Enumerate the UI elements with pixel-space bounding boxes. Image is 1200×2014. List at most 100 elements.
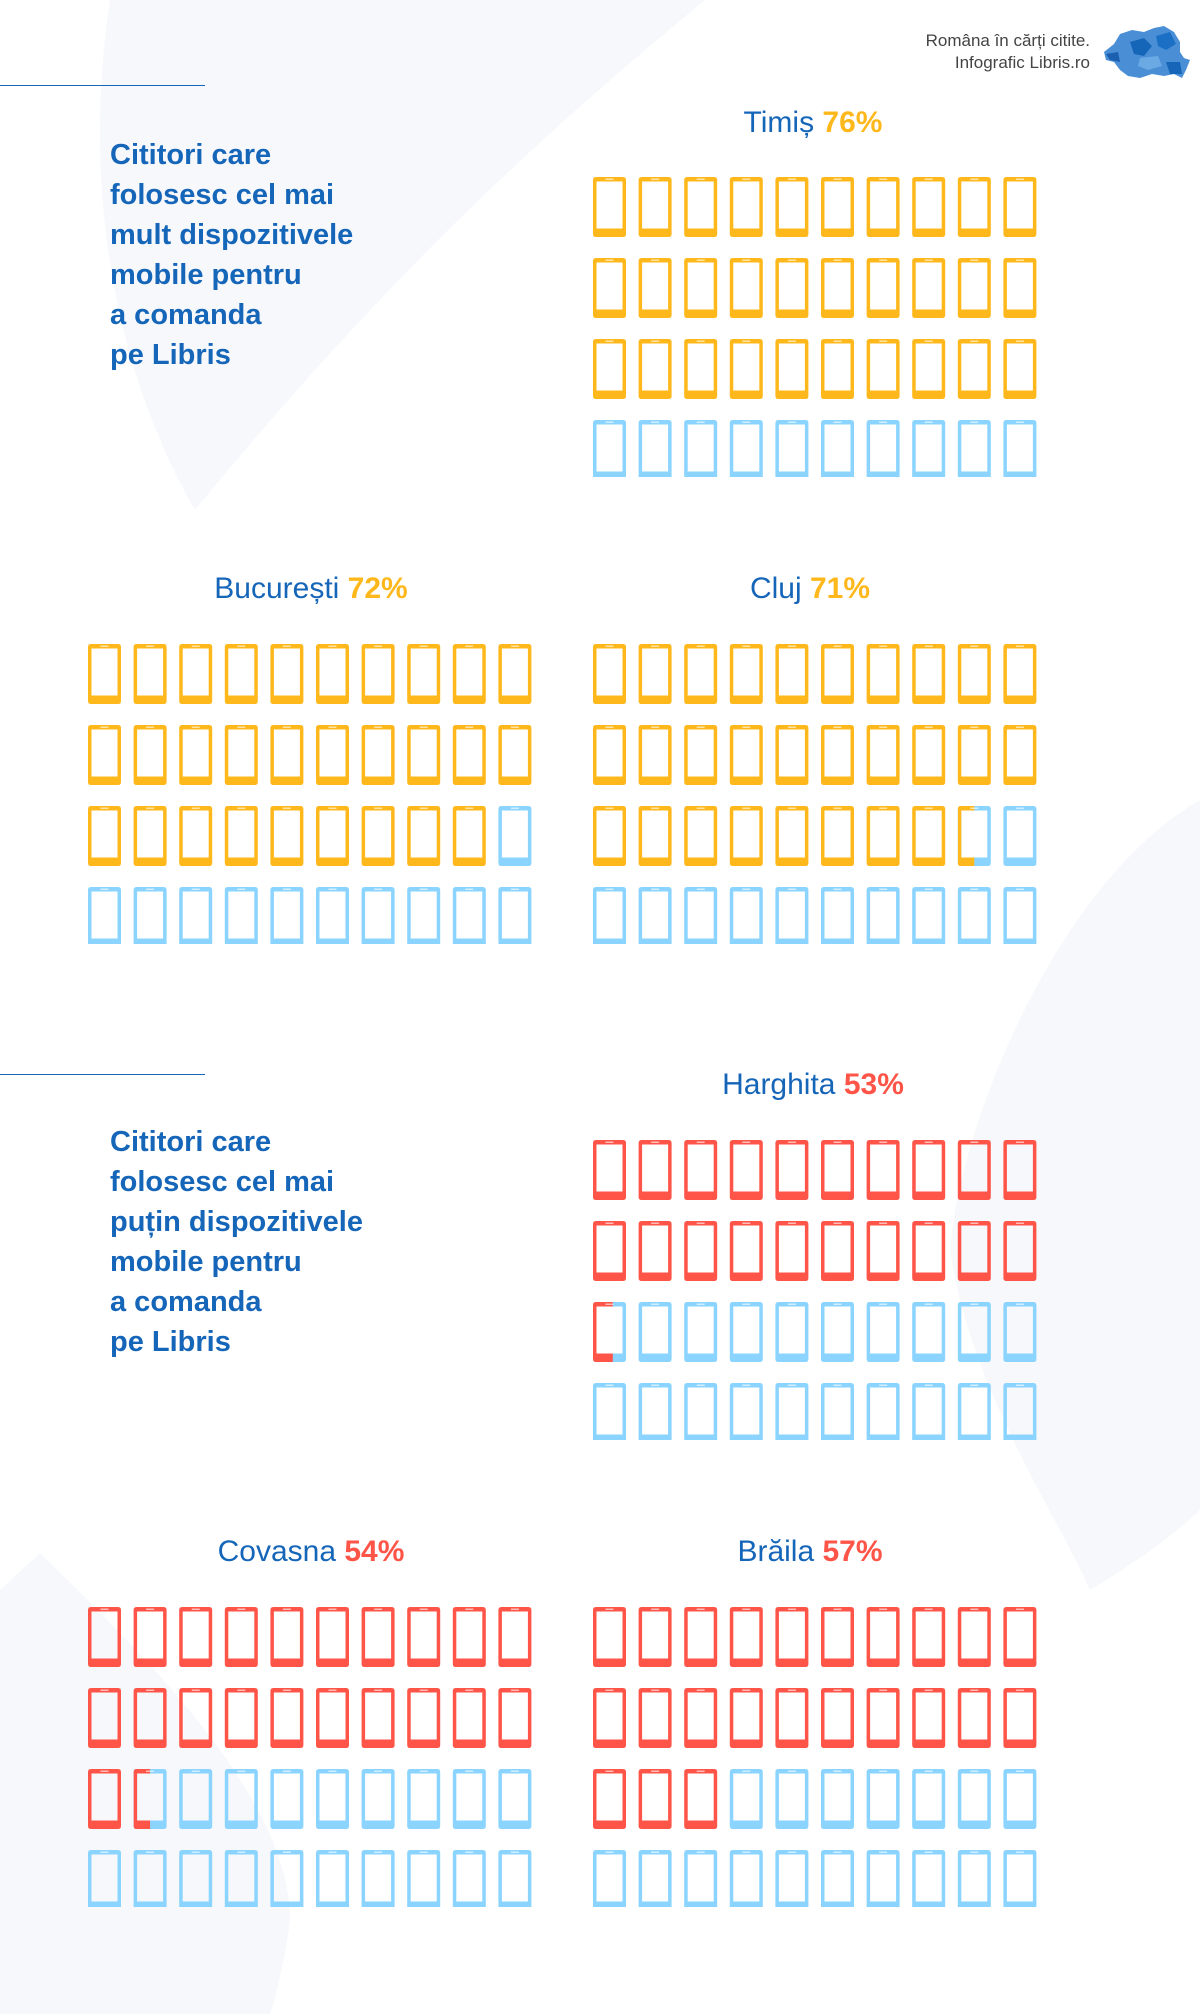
phone-icon-filled — [957, 258, 991, 318]
phone-icon-filled — [361, 1688, 395, 1748]
phone-icon-filled — [498, 1688, 532, 1748]
phone-icon-filled — [957, 1688, 991, 1748]
county-name: Cluj — [749, 572, 802, 605]
phone-icon-empty — [957, 420, 991, 477]
phone-icon-empty — [775, 1302, 809, 1362]
phone-icon-filled — [407, 1688, 441, 1748]
phone-icon-filled — [729, 1688, 763, 1748]
phone-icon-filled — [684, 177, 718, 237]
phone-icon-empty — [88, 887, 121, 944]
phone-icon-filled — [270, 725, 304, 785]
phone-icon-filled — [912, 806, 946, 866]
phone-icon-empty — [638, 1302, 672, 1362]
phone-icon-filled — [638, 177, 672, 237]
phone-icon-empty — [912, 420, 946, 477]
phone-icon-filled — [1003, 177, 1037, 237]
phone-icon-filled — [912, 1607, 946, 1667]
phone-icon-filled — [452, 725, 486, 785]
county-name: Timiș — [743, 106, 815, 139]
phone-icon-filled — [316, 644, 349, 704]
phone-icon-filled — [498, 1607, 532, 1667]
bg-leaf-bottom-left — [0, 1553, 290, 2014]
phone-icon-empty — [912, 1850, 946, 1907]
phone-icon-filled — [866, 1221, 900, 1281]
pictogram-grid-bucuresti — [88, 644, 532, 944]
phone-icon-filled — [593, 177, 626, 237]
phone-icon-filled — [866, 806, 900, 866]
section-heading-most: Cititori care folosesc cel mai mult disp… — [110, 139, 354, 371]
phone-icon-empty — [912, 1302, 946, 1362]
phone-icon-filled — [866, 1140, 900, 1200]
phone-icon-empty — [729, 887, 763, 944]
phone-icon-filled — [316, 725, 349, 785]
pictogram-grid-timis — [593, 177, 1037, 477]
phone-icon-filled — [1003, 1221, 1037, 1281]
romania-map-icon — [1104, 26, 1190, 78]
phone-icon-empty — [775, 887, 809, 944]
phone-icon-empty — [270, 1850, 304, 1907]
phone-icon-filled — [957, 1607, 991, 1667]
phone-icon-filled — [88, 1769, 121, 1829]
phone-icon-filled — [912, 1140, 946, 1200]
phone-icon-filled — [729, 1140, 763, 1200]
phone-icon-filled — [179, 1688, 213, 1748]
bg-leaf-top — [99, 0, 705, 510]
phone-icon-filled — [407, 725, 441, 785]
phone-icon-empty — [133, 1850, 167, 1907]
phone-icon-filled — [821, 644, 854, 704]
phone-icon-empty — [407, 887, 441, 944]
phone-icon-empty — [1003, 420, 1037, 477]
branding-line-1: Româna în cărți citite. — [925, 31, 1090, 50]
phone-icon-empty — [866, 1302, 900, 1362]
phone-icon-filled — [866, 177, 900, 237]
branding-line-2: Infografic Libris.ro — [954, 53, 1090, 72]
phone-icon-filled — [361, 806, 395, 866]
phone-icon-filled — [821, 1607, 854, 1667]
phone-icon-empty — [1003, 1850, 1037, 1907]
phone-icon-filled — [316, 1688, 349, 1748]
pictogram-grid-covasna — [88, 1607, 532, 1907]
phone-icon-filled — [912, 725, 946, 785]
phone-icon-filled — [407, 1607, 441, 1667]
phone-icon-empty — [498, 806, 532, 866]
phone-icon-empty — [1003, 887, 1037, 944]
phone-icon-empty — [957, 887, 991, 944]
phone-icon-empty — [1003, 1383, 1037, 1440]
phone-icon-filled — [133, 1607, 167, 1667]
phone-icon-filled — [316, 806, 349, 866]
phone-icon-filled — [821, 1140, 854, 1200]
phone-icon-filled — [729, 725, 763, 785]
phone-icon-filled — [775, 339, 809, 399]
phone-icon-filled — [1003, 1688, 1037, 1748]
phone-icon-empty — [224, 1769, 258, 1829]
phone-icon-filled — [593, 1688, 626, 1748]
phone-icon-filled — [498, 725, 532, 785]
phone-icon-filled — [684, 258, 718, 318]
phone-icon-filled — [775, 1607, 809, 1667]
phone-icon-filled — [684, 806, 718, 866]
phone-icon-filled — [729, 339, 763, 399]
phone-icon-filled — [684, 644, 718, 704]
phone-icon-filled — [821, 177, 854, 237]
phone-icon-filled — [638, 644, 672, 704]
phone-icon-filled — [270, 1688, 304, 1748]
phone-icon-filled — [638, 806, 672, 866]
phone-icon-empty — [224, 887, 258, 944]
phone-icon-filled — [133, 644, 167, 704]
phone-icon-filled — [593, 644, 626, 704]
county-percent: 71% — [809, 572, 871, 605]
phone-icon-filled — [179, 1607, 213, 1667]
phone-icon-empty — [270, 887, 304, 944]
phone-icon-filled — [88, 1607, 121, 1667]
phone-icon-filled — [593, 1769, 626, 1829]
phone-icon-empty — [270, 1769, 304, 1829]
phone-icon-empty — [361, 887, 395, 944]
phone-icon-filled — [775, 806, 809, 866]
county-title-covasna: Covasna 54% — [86, 1535, 536, 1569]
phone-icon-filled — [316, 1607, 349, 1667]
phone-icon-filled — [133, 1688, 167, 1748]
phone-icon-empty — [821, 420, 854, 477]
phone-icon-empty — [1003, 1302, 1037, 1362]
phone-icon-filled — [912, 644, 946, 704]
